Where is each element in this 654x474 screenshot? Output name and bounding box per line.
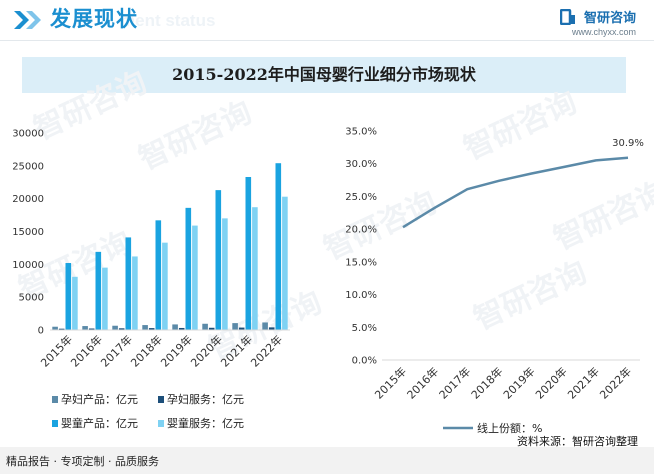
page-title: 发展现状 (50, 7, 138, 31)
line-x-tick-label: 2016年 (404, 364, 441, 401)
brand-name: 智研咨询 (583, 11, 636, 26)
line-x-tick-label: 2020年 (532, 364, 569, 401)
bar (52, 326, 58, 330)
line-y-tick-label: 30.0% (345, 159, 377, 170)
bar (112, 325, 118, 330)
line-y-tick-label: 35.0% (345, 127, 377, 138)
bar (238, 327, 245, 330)
bar (245, 176, 252, 330)
header-divider (0, 40, 654, 41)
line-x-tick-label: 2021年 (565, 364, 602, 401)
line-x-tick-label: 2018年 (468, 364, 505, 401)
legend-label: 婴童产品：亿元 (61, 416, 138, 430)
legend-label: 孕妇产品：亿元 (61, 392, 138, 406)
line-x-tick-label: 2022年 (597, 364, 634, 401)
watermark-text: 智研咨询 (469, 255, 593, 337)
legend-swatch (52, 420, 58, 427)
bar (95, 251, 102, 330)
bar (82, 326, 88, 330)
page-footer: 资料来源：智研咨询整理 精品报告 · 专项定制 · 品质服务 (0, 435, 654, 474)
bar (125, 237, 132, 330)
bar (202, 323, 208, 330)
bar (65, 263, 72, 330)
bar (118, 328, 125, 330)
bar (252, 207, 258, 330)
bar-x-tick-label: 2015年 (38, 332, 75, 369)
bar-x-tick-label: 2016年 (68, 332, 105, 369)
legend-label: 婴童服务：亿元 (167, 416, 244, 430)
bar-y-tick-label: 5000 (19, 293, 44, 304)
bar-x-tick-label: 2018年 (128, 332, 165, 369)
bar-x-tick-label: 2017年 (98, 332, 135, 369)
data-label: 30.9% (612, 138, 644, 149)
bar (185, 207, 192, 330)
bar (72, 276, 78, 330)
bar (268, 327, 275, 330)
bar-y-tick-label: 0 (38, 326, 44, 337)
bar (262, 322, 268, 330)
bar (172, 324, 178, 330)
line-y-tick-label: 0.0% (352, 356, 377, 367)
bar-y-tick-label: 20000 (12, 194, 44, 205)
watermark-text: 智研咨询 (29, 65, 153, 147)
footer-tagline: 精品报告 · 专项定制 · 品质服务 (6, 455, 159, 468)
chart-title: 2015-2022年中国母婴行业细分市场现状 (172, 65, 476, 84)
bar-y-tick-label: 10000 (12, 260, 44, 271)
line-y-tick-label: 15.0% (345, 257, 377, 268)
brand-url: www.chyxx.com (571, 27, 636, 37)
line-y-tick-label: 20.0% (345, 225, 377, 236)
brand-logo-icon (559, 8, 575, 25)
bar-x-tick-label: 2019年 (158, 332, 195, 369)
double-chevron-icon (14, 11, 41, 29)
legend-label: 孕妇服务：亿元 (167, 393, 244, 406)
line-y-tick-label: 5.0% (352, 323, 377, 334)
bar (162, 242, 168, 330)
bar (215, 190, 222, 330)
watermark-text: 智研咨询 (319, 185, 443, 267)
bar (88, 328, 95, 330)
line-x-tick-label: 2019年 (500, 364, 537, 401)
chart-title-band: 2015-2022年中国母婴行业细分市场现状 (22, 57, 626, 93)
bar (232, 323, 238, 330)
brand-block: 智研咨询 www.chyxx.com (559, 6, 636, 37)
watermark-text: 智研咨询 (549, 175, 654, 257)
bar (192, 225, 198, 330)
bar (155, 220, 162, 330)
bar (148, 328, 155, 330)
bar (58, 328, 65, 330)
line-y-tick-label: 10.0% (345, 290, 377, 301)
bar-y-tick-label: 25000 (12, 161, 44, 172)
series-line (402, 156, 629, 229)
page-header: ment status 发展现状 智研咨询 www.chyxx.com (0, 0, 654, 40)
bar (132, 256, 138, 330)
bar (142, 325, 148, 330)
bar (282, 196, 288, 330)
line-x-tick-label: 2015年 (372, 364, 409, 401)
line-x-tick-label: 2017年 (436, 364, 473, 401)
legend-label: 线上份额：% (477, 421, 542, 435)
bar (208, 327, 215, 330)
line-y-tick-label: 25.0% (345, 192, 377, 203)
bar-y-tick-label: 15000 (12, 227, 44, 238)
source-note: 资料来源：智研咨询整理 (517, 435, 638, 448)
bar-y-tick-label: 30000 (12, 129, 44, 140)
bar (275, 163, 282, 330)
bar (102, 267, 108, 330)
bar (222, 218, 228, 330)
watermark-text: 智研咨询 (134, 95, 258, 177)
watermark-text: 智研咨询 (459, 85, 583, 167)
legend-swatch (52, 396, 58, 403)
legend-swatch (158, 396, 164, 403)
bar (178, 327, 185, 330)
header-watermark: ment status (120, 11, 216, 30)
legend-swatch (158, 420, 164, 427)
